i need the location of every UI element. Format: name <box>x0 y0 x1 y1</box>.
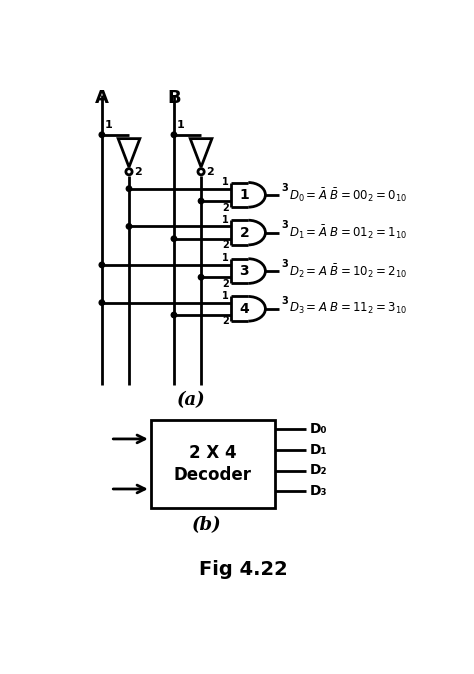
Text: Decoder: Decoder <box>173 466 252 484</box>
Circle shape <box>171 312 177 317</box>
Circle shape <box>126 186 132 191</box>
Text: 1: 1 <box>222 215 229 225</box>
Text: 2: 2 <box>239 226 249 239</box>
Text: D₁: D₁ <box>310 443 327 457</box>
Circle shape <box>99 132 105 137</box>
Text: 1: 1 <box>222 177 229 187</box>
Text: (b): (b) <box>191 516 221 534</box>
Text: 1: 1 <box>105 120 113 130</box>
Text: 2: 2 <box>222 240 229 250</box>
Text: $D_2=A\ \bar{B}=10_2=2_{10}$: $D_2=A\ \bar{B}=10_2=2_{10}$ <box>289 262 407 280</box>
Text: 3: 3 <box>281 220 288 231</box>
Text: 3: 3 <box>281 183 288 193</box>
Bar <box>151 420 275 508</box>
Circle shape <box>171 236 177 241</box>
Circle shape <box>198 198 204 204</box>
Text: 2: 2 <box>134 166 141 177</box>
Text: 2: 2 <box>222 203 229 212</box>
Circle shape <box>198 274 204 280</box>
Text: $D_3=A\ B=11_2=3_{10}$: $D_3=A\ B=11_2=3_{10}$ <box>289 301 407 316</box>
Circle shape <box>126 224 132 229</box>
Text: 1: 1 <box>177 120 185 130</box>
Text: (a): (a) <box>177 392 205 409</box>
Text: 2: 2 <box>206 166 213 177</box>
Text: 4: 4 <box>239 302 249 316</box>
Text: 1: 1 <box>222 291 229 301</box>
Text: D₀: D₀ <box>310 422 327 436</box>
Circle shape <box>171 132 177 137</box>
Text: Fig 4.22: Fig 4.22 <box>199 560 287 580</box>
Text: 2: 2 <box>222 317 229 326</box>
Text: D₂: D₂ <box>310 464 327 477</box>
Text: 1: 1 <box>222 253 229 264</box>
Text: 3: 3 <box>281 297 288 307</box>
Text: 3: 3 <box>281 259 288 269</box>
Text: $D_1=\bar{A}\ B=01_2=1_{10}$: $D_1=\bar{A}\ B=01_2=1_{10}$ <box>289 224 407 241</box>
Text: 2: 2 <box>222 279 229 288</box>
Text: 2 X 4: 2 X 4 <box>189 444 237 462</box>
Text: D₃: D₃ <box>310 485 327 498</box>
Text: A: A <box>95 88 109 106</box>
Circle shape <box>99 262 105 268</box>
Text: $D_0=\bar{A}\ \bar{B}=00_2=0_{10}$: $D_0=\bar{A}\ \bar{B}=00_2=0_{10}$ <box>289 186 407 204</box>
Text: 1: 1 <box>239 188 249 202</box>
Text: B: B <box>167 88 181 106</box>
Text: 3: 3 <box>239 264 249 278</box>
Circle shape <box>99 300 105 305</box>
